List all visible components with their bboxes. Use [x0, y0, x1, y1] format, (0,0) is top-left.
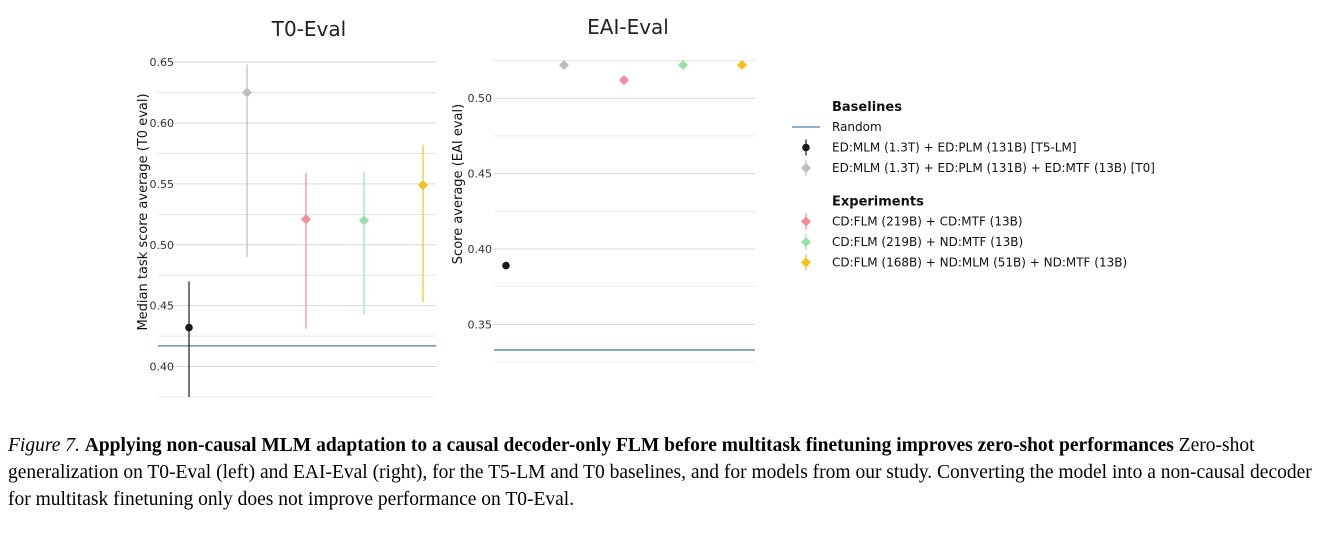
y-tick-label: 0.55 — [150, 178, 175, 191]
data-point — [359, 215, 369, 226]
caption-label: Figure 7. — [8, 435, 80, 456]
data-point — [185, 323, 193, 332]
figure-caption: Figure 7. Applying non-causal MLM adapta… — [8, 432, 1313, 513]
legend-key-marker — [802, 143, 810, 152]
y-axis-label: Median task score average (T0 eval) — [136, 93, 151, 330]
caption-title: Applying non-causal MLM adaptation to a … — [84, 435, 1174, 456]
data-point — [242, 87, 252, 98]
legend-item-label: CD:FLM (219B) + CD:MTF (13B) — [832, 215, 1023, 229]
eai-eval-panel: EAI-Eval Score average (EAI eval) 0.35 0.40… — [451, 15, 755, 363]
caption-body: Zero-shot generalization on T0-Eval (lef… — [8, 435, 1312, 510]
chart-title: T0-Eval — [271, 17, 346, 41]
legend-key-marker — [801, 216, 811, 227]
data-point — [301, 214, 311, 225]
legend-item-label: CD:FLM (219B) + ND:MTF (13B) — [832, 235, 1023, 249]
y-axis-label: Score average (EAI eval) — [451, 104, 466, 264]
data-point — [737, 60, 747, 71]
legend-group-title: Baselines — [832, 100, 902, 115]
legend-item-label: ED:MLM (1.3T) + ED:PLM (131B) + ED:MTF (… — [832, 161, 1155, 175]
y-tick-label: 0.35 — [468, 318, 493, 331]
data-point — [418, 180, 428, 191]
data-point — [619, 75, 629, 86]
figure-canvas: T0-Eval Median task score average (T0 eva… — [136, 15, 1155, 398]
y-tick-label: 0.40 — [150, 361, 175, 374]
y-tick-label: 0.40 — [468, 243, 493, 256]
y-tick-label: 0.45 — [468, 168, 493, 181]
legend-key-marker — [801, 237, 811, 247]
legend-item-label: CD:FLM (168B) + ND:MLM (51B) + ND:MTF (1… — [832, 256, 1127, 270]
legend: Baselines Random ED:MLM (1.3T) + ED:PLM (1… — [792, 100, 1155, 271]
y-tick-label: 0.45 — [150, 300, 175, 313]
legend-key-marker — [801, 163, 811, 173]
legend-key-marker — [801, 257, 811, 268]
legend-group-title: Experiments — [832, 195, 924, 210]
data-point — [559, 60, 569, 71]
y-tick-label: 0.60 — [150, 117, 175, 130]
y-tick-label: 0.50 — [150, 239, 175, 252]
y-tick-label: 0.65 — [150, 56, 175, 69]
y-tick-label: 0.50 — [468, 92, 493, 105]
legend-item-label: Random — [832, 120, 882, 134]
data-point — [678, 60, 688, 71]
t0-eval-panel: T0-Eval Median task score average (T0 eva… — [136, 17, 436, 398]
legend-item-label: ED:MLM (1.3T) + ED:PLM (131B) [T5-LM] — [832, 141, 1077, 155]
chart-title: EAI-Eval — [587, 15, 669, 39]
data-point — [502, 261, 510, 270]
